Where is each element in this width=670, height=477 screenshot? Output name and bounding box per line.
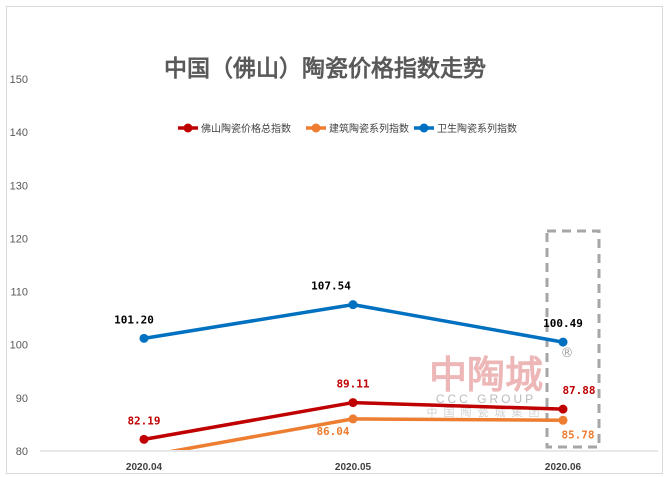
legend-item: 佛山陶瓷价格总指数 xyxy=(178,122,291,135)
series-0 xyxy=(139,398,568,444)
data-label: 101.20 xyxy=(114,313,154,326)
data-point xyxy=(558,337,568,347)
data-point xyxy=(348,414,358,424)
legend-marker xyxy=(311,123,321,133)
data-point xyxy=(348,300,358,310)
legend-marker xyxy=(183,123,193,133)
series-line xyxy=(143,302,564,344)
y-tick-label: 150 xyxy=(10,74,28,86)
y-tick-label: 140 xyxy=(10,127,28,139)
data-label: 89.11 xyxy=(336,378,369,391)
data-point xyxy=(558,404,568,414)
data-point xyxy=(348,398,358,408)
legend-marker xyxy=(419,123,429,133)
x-axis: 2020.04 2020.05 2020.06 xyxy=(126,462,582,473)
series-layer xyxy=(139,300,568,450)
series-2 xyxy=(139,300,568,347)
x-tick-label: 2020.04 xyxy=(126,462,163,473)
data-point xyxy=(139,434,149,444)
y-tick-label: 110 xyxy=(10,287,28,299)
y-tick-label: 100 xyxy=(10,340,28,352)
data-label: 82.19 xyxy=(127,414,160,427)
data-label: 85.78 xyxy=(561,428,594,441)
y-tick-label: 90 xyxy=(16,393,28,405)
data-label: 86.04 xyxy=(316,425,349,438)
data-label: 100.49 xyxy=(543,317,583,330)
y-tick-label: 120 xyxy=(10,233,28,245)
legend: 佛山陶瓷价格总指数 建筑陶瓷系列指数 卫生陶瓷系列指数 xyxy=(178,122,517,135)
chart-title: 中国（佛山）陶瓷价格指数走势 xyxy=(164,55,486,82)
y-tick-label: 130 xyxy=(10,180,28,192)
data-labels: 86.04 85.78 82.19 89.11 87.88 101.20 107.54 100… xyxy=(114,280,595,442)
watermark-logo: 中陶城 xyxy=(429,353,543,397)
legend-item: 卫生陶瓷系列指数 xyxy=(414,122,517,135)
data-point xyxy=(558,415,568,425)
data-label: 87.88 xyxy=(562,384,595,397)
x-tick-label: 2020.05 xyxy=(335,462,372,473)
chart-frame xyxy=(6,6,663,474)
data-label: 107.54 xyxy=(311,280,351,293)
y-tick-label: 80 xyxy=(16,446,28,458)
legend-label: 建筑陶瓷系列指数 xyxy=(329,122,409,135)
watermark-group: CCC GROUP xyxy=(436,392,536,406)
legend-item: 建筑陶瓷系列指数 xyxy=(306,122,409,135)
x-tick-label: 2020.06 xyxy=(545,462,582,473)
data-point xyxy=(139,333,149,343)
watermark-registered-mark: ® xyxy=(561,346,574,361)
series-1 xyxy=(169,414,568,450)
y-axis: 80 90 100 110 120 130 140 150 xyxy=(10,74,28,458)
legend-label: 卫生陶瓷系列指数 xyxy=(437,122,517,135)
legend-label: 佛山陶瓷价格总指数 xyxy=(201,122,291,135)
